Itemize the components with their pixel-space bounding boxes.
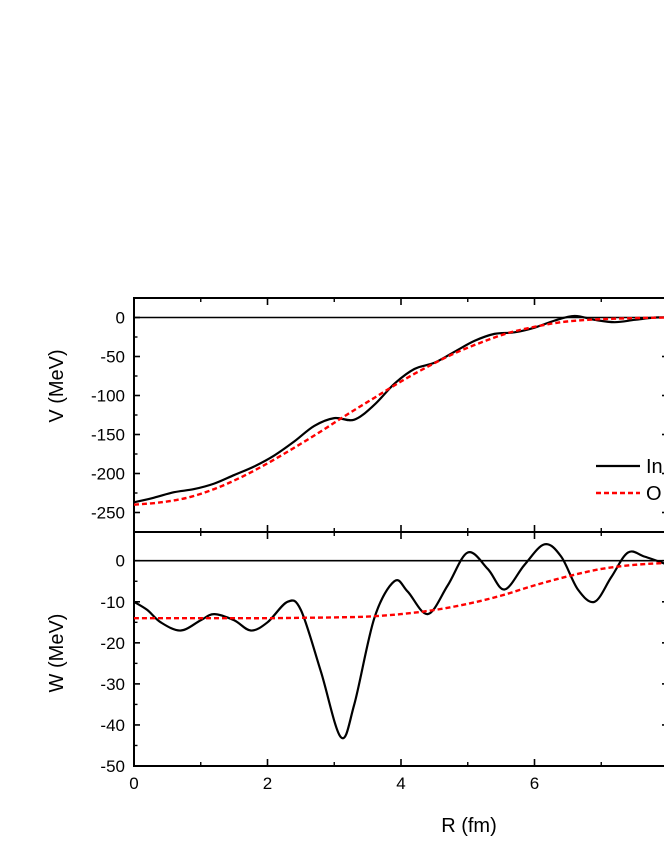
y-tick-label: -40 <box>100 716 125 735</box>
y-tick-label: -100 <box>91 387 125 406</box>
bottom-panel: 0-10-20-30-40-5002468 <box>100 531 664 793</box>
plot-frame <box>133 531 664 767</box>
plot-frame <box>133 297 664 533</box>
y-tick-label: -50 <box>100 757 125 776</box>
y-tick-label: -20 <box>100 634 125 653</box>
legend-label: In <box>646 456 663 478</box>
solid-series-line <box>134 314 664 504</box>
bottom-y-axis-title: W (MeV) <box>46 614 68 693</box>
axis-titles: V (MeV) W (MeV) R (fm) <box>46 349 497 837</box>
x-tick-label: 6 <box>530 774 539 793</box>
x-axis-title: R (fm) <box>441 815 497 837</box>
y-tick-label: -150 <box>91 426 125 445</box>
y-tick-label: 0 <box>116 552 125 571</box>
y-tick-label: -200 <box>91 465 125 484</box>
legend: In O <box>596 456 663 505</box>
solid-series-line <box>134 543 664 740</box>
legend-label: O <box>646 483 662 505</box>
y-tick-label: -50 <box>100 348 125 367</box>
dashed-series-line <box>134 561 664 620</box>
x-tick-label: 0 <box>129 774 138 793</box>
x-tick-label: 4 <box>396 774 405 793</box>
top-panel: 0 -50 -100 -150 -200 -250 <box>91 297 664 533</box>
y-tick-label: -30 <box>100 675 125 694</box>
y-tick-label: -250 <box>91 504 125 523</box>
dashed-series-line <box>134 316 664 506</box>
y-tick-label: 0 <box>116 309 125 328</box>
y-tick-label: -10 <box>100 593 125 612</box>
top-y-axis-title: V (MeV) <box>46 349 68 422</box>
x-tick-label: 2 <box>263 774 272 793</box>
